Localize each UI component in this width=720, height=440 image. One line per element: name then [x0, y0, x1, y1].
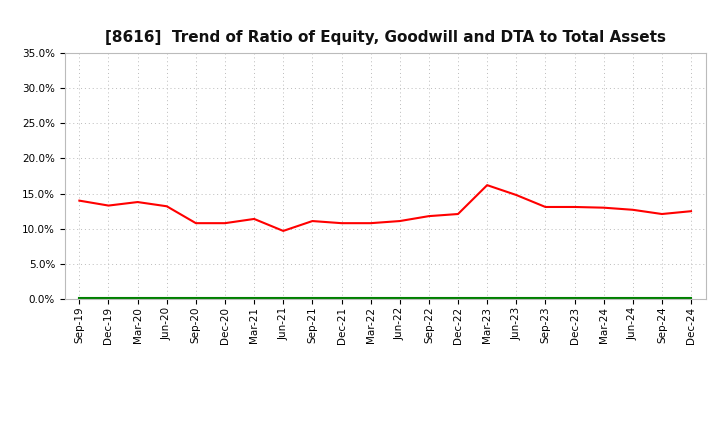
Equity — [629, 207, 637, 213]
Goodwill — [220, 297, 229, 302]
Goodwill — [541, 297, 550, 302]
Equity — [192, 220, 200, 226]
Deferred Tax Assets — [192, 296, 200, 301]
Equity — [133, 199, 142, 205]
Equity — [395, 218, 404, 224]
Equity — [104, 203, 113, 208]
Deferred Tax Assets — [599, 296, 608, 301]
Equity — [366, 220, 375, 226]
Equity — [308, 218, 317, 224]
Deferred Tax Assets — [337, 296, 346, 301]
Goodwill — [75, 297, 84, 302]
Goodwill — [250, 297, 258, 302]
Deferred Tax Assets — [163, 296, 171, 301]
Equity — [250, 216, 258, 222]
Line: Equity: Equity — [79, 185, 691, 231]
Equity — [599, 205, 608, 210]
Equity — [512, 192, 521, 198]
Goodwill — [279, 297, 287, 302]
Goodwill — [395, 297, 404, 302]
Equity — [337, 220, 346, 226]
Goodwill — [483, 297, 492, 302]
Deferred Tax Assets — [279, 296, 287, 301]
Title: [8616]  Trend of Ratio of Equity, Goodwill and DTA to Total Assets: [8616] Trend of Ratio of Equity, Goodwil… — [104, 29, 666, 45]
Goodwill — [629, 297, 637, 302]
Equity — [483, 183, 492, 188]
Goodwill — [308, 297, 317, 302]
Deferred Tax Assets — [133, 296, 142, 301]
Equity — [75, 198, 84, 203]
Deferred Tax Assets — [220, 296, 229, 301]
Goodwill — [657, 297, 666, 302]
Equity — [220, 220, 229, 226]
Deferred Tax Assets — [425, 296, 433, 301]
Deferred Tax Assets — [657, 296, 666, 301]
Equity — [657, 211, 666, 216]
Goodwill — [366, 297, 375, 302]
Equity — [454, 211, 462, 216]
Goodwill — [512, 297, 521, 302]
Goodwill — [454, 297, 462, 302]
Deferred Tax Assets — [454, 296, 462, 301]
Goodwill — [687, 297, 696, 302]
Equity — [570, 204, 579, 209]
Deferred Tax Assets — [75, 296, 84, 301]
Equity — [687, 209, 696, 214]
Deferred Tax Assets — [366, 296, 375, 301]
Deferred Tax Assets — [512, 296, 521, 301]
Goodwill — [163, 297, 171, 302]
Goodwill — [133, 297, 142, 302]
Equity — [279, 228, 287, 234]
Equity — [163, 204, 171, 209]
Deferred Tax Assets — [250, 296, 258, 301]
Goodwill — [570, 297, 579, 302]
Equity — [425, 213, 433, 219]
Goodwill — [425, 297, 433, 302]
Goodwill — [337, 297, 346, 302]
Equity — [541, 204, 550, 209]
Deferred Tax Assets — [629, 296, 637, 301]
Deferred Tax Assets — [541, 296, 550, 301]
Goodwill — [192, 297, 200, 302]
Deferred Tax Assets — [395, 296, 404, 301]
Goodwill — [599, 297, 608, 302]
Deferred Tax Assets — [308, 296, 317, 301]
Deferred Tax Assets — [483, 296, 492, 301]
Deferred Tax Assets — [687, 296, 696, 301]
Deferred Tax Assets — [570, 296, 579, 301]
Deferred Tax Assets — [104, 296, 113, 301]
Goodwill — [104, 297, 113, 302]
